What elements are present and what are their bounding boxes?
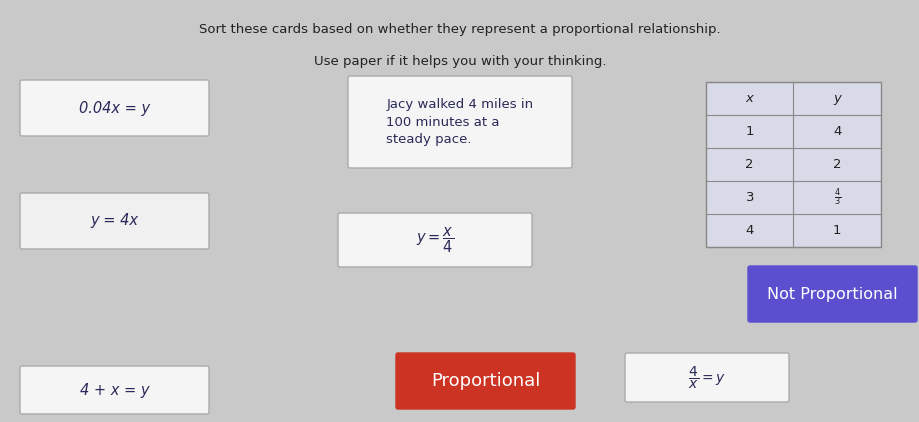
Text: 4: 4 xyxy=(833,125,841,138)
Text: 2: 2 xyxy=(832,158,841,171)
Text: 2: 2 xyxy=(744,158,754,171)
FancyBboxPatch shape xyxy=(20,366,209,414)
Text: $\frac{4}{3}$: $\frac{4}{3}$ xyxy=(833,187,840,208)
Text: y: y xyxy=(833,92,840,105)
Text: y = 4x: y = 4x xyxy=(90,214,139,228)
FancyBboxPatch shape xyxy=(20,80,209,136)
Text: Not Proportional: Not Proportional xyxy=(766,287,897,301)
Text: 3: 3 xyxy=(744,191,754,204)
Text: 4: 4 xyxy=(744,224,753,237)
FancyBboxPatch shape xyxy=(347,76,572,168)
Text: Use paper if it helps you with your thinking.: Use paper if it helps you with your thin… xyxy=(313,55,606,68)
FancyBboxPatch shape xyxy=(747,266,916,322)
Text: $\dfrac{4}{x} = y$: $\dfrac{4}{x} = y$ xyxy=(687,364,725,391)
Text: Jacy walked 4 miles in
100 minutes at a
steady pace.: Jacy walked 4 miles in 100 minutes at a … xyxy=(386,98,533,146)
Text: Proportional: Proportional xyxy=(430,372,539,390)
FancyBboxPatch shape xyxy=(395,353,574,409)
FancyBboxPatch shape xyxy=(337,213,531,267)
Text: 1: 1 xyxy=(832,224,841,237)
Text: 4 + x = y: 4 + x = y xyxy=(80,382,149,398)
FancyBboxPatch shape xyxy=(20,193,209,249)
Text: Sort these cards based on whether they represent a proportional relationship.: Sort these cards based on whether they r… xyxy=(199,23,720,36)
Text: 1: 1 xyxy=(744,125,754,138)
Text: 0.04x = y: 0.04x = y xyxy=(79,100,150,116)
Text: x: x xyxy=(745,92,753,105)
FancyBboxPatch shape xyxy=(705,82,880,247)
Text: $y = \dfrac{x}{4}$: $y = \dfrac{x}{4}$ xyxy=(415,225,454,255)
FancyBboxPatch shape xyxy=(624,353,789,402)
